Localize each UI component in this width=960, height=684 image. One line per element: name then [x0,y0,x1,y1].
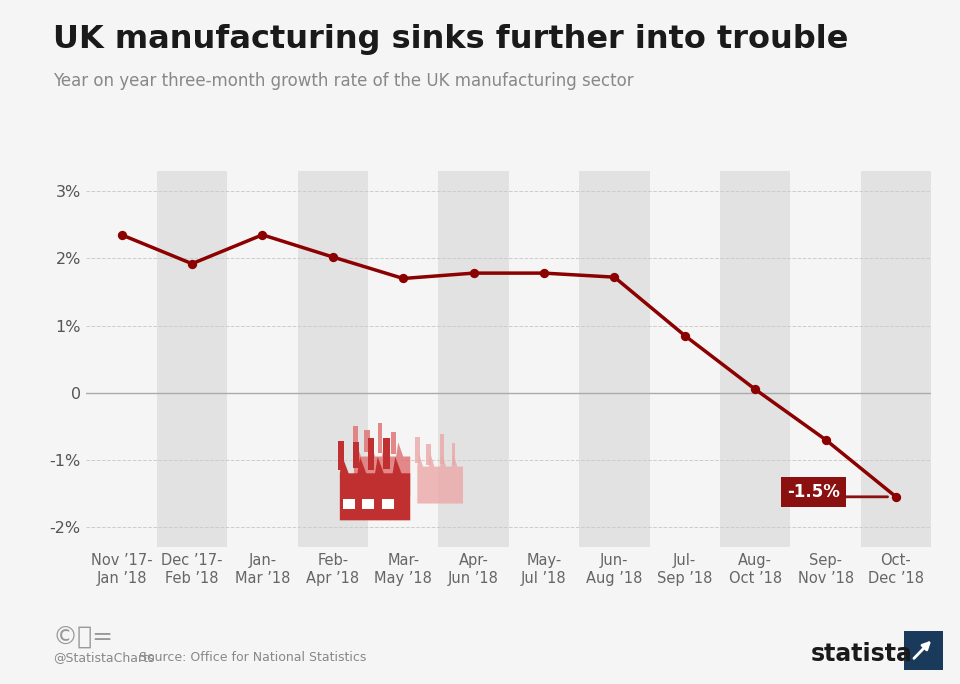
Bar [156,171,228,547]
Polygon shape [340,457,410,521]
Bar [377,423,382,453]
Point [466,267,481,278]
Bar [344,499,355,509]
Bar [364,430,370,451]
Point [818,434,833,445]
Text: statista: statista [811,642,913,666]
Bar [415,437,420,463]
Bar [861,171,931,547]
Bar [352,442,359,468]
Bar [352,426,358,453]
Bar [451,443,455,465]
Text: @StatistaCharts: @StatistaCharts [53,651,155,664]
Bar [338,441,344,469]
Bar [362,499,374,509]
Point [677,330,692,341]
Point [325,252,341,263]
Text: ©ⓘ=: ©ⓘ= [53,626,114,650]
Bar [439,171,509,547]
Bar [391,432,396,454]
Point [254,229,270,240]
Text: Year on year three-month growth rate of the UK manufacturing sector: Year on year three-month growth rate of … [53,72,634,90]
Bar [382,499,394,509]
Bar [298,171,368,547]
Polygon shape [354,443,410,497]
Point [607,272,622,282]
Text: -1.5%: -1.5% [787,483,840,501]
Bar [720,171,790,547]
Point [114,229,130,240]
Text: Source: Office for National Statistics: Source: Office for National Statistics [139,651,367,664]
Bar [579,171,650,547]
Polygon shape [418,453,463,503]
Point [537,267,552,278]
Bar [368,438,373,471]
Bar [426,445,431,464]
Text: UK manufacturing sinks further into trouble: UK manufacturing sinks further into trou… [53,24,849,55]
Point [396,273,411,284]
Point [748,384,763,395]
Bar [383,438,390,469]
Bar [440,434,444,464]
Point [888,491,903,502]
Point [184,259,200,269]
